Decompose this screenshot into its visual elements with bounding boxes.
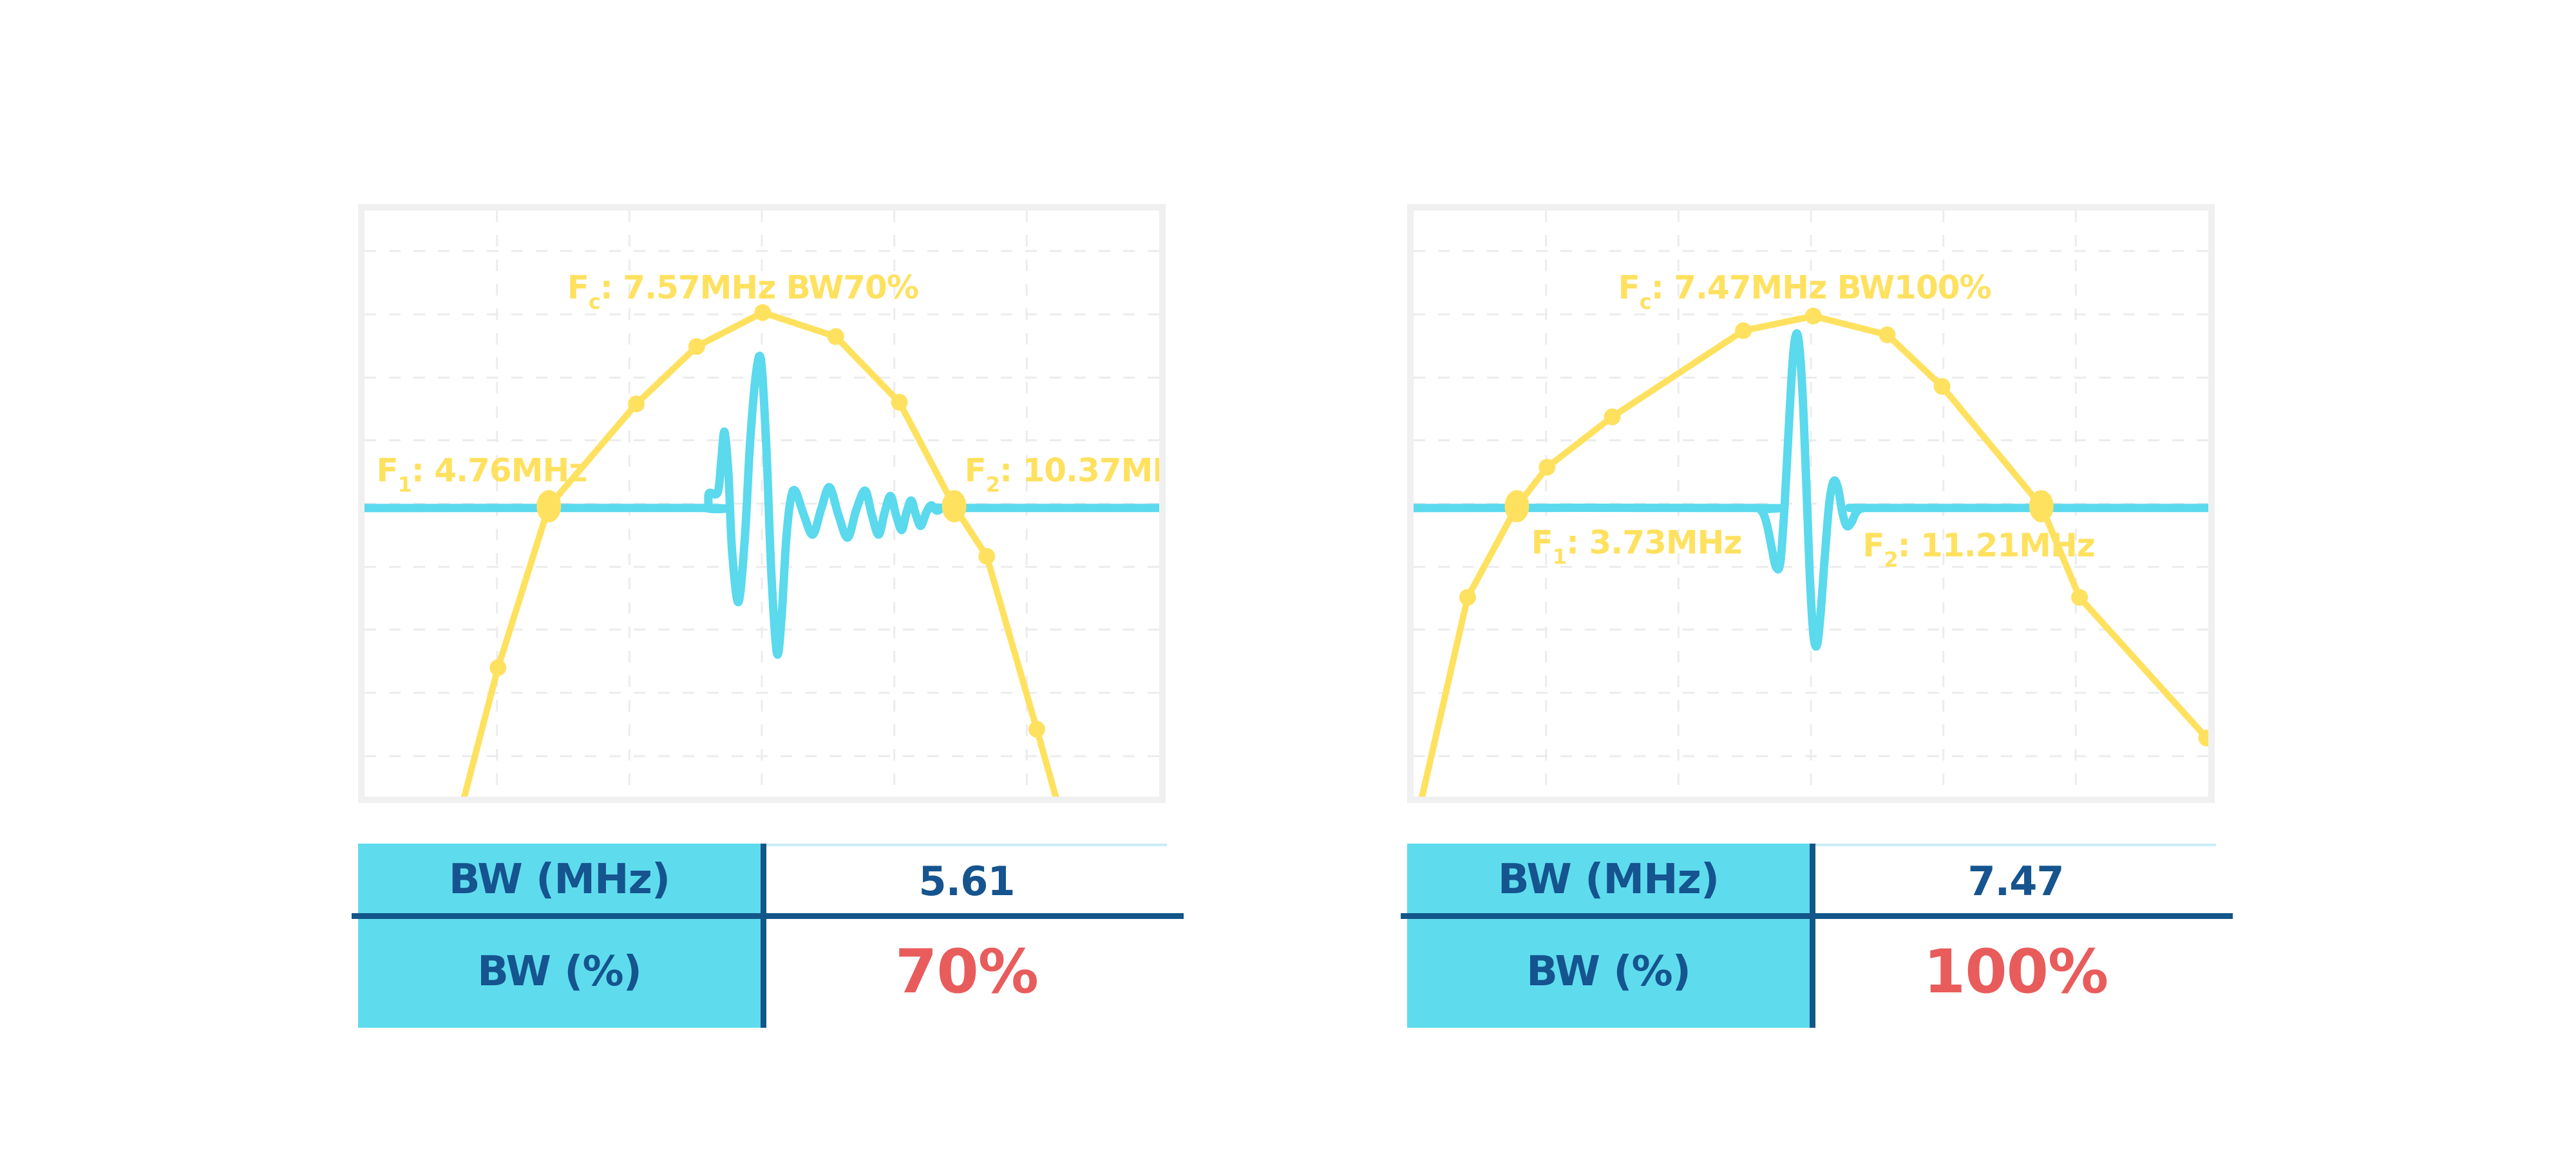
cutoff-frequency-marker [536,490,562,523]
chart-frame-bw100: Fc: 7.47MHz BW100% F1: 3.73MHz F2: 11.21MH… [1407,204,2215,803]
bw-table-100: BW (MHz) 7.47 BW (%) 100% [1401,844,2233,1028]
data-point-marker [978,547,996,565]
cutoff-frequency-marker [1504,490,1530,523]
data-point-marker [827,328,844,345]
data-point-marker [628,395,645,413]
data-point-marker [489,659,507,676]
data-point-marker [688,338,705,355]
cutoff-frequency-marker [942,490,967,523]
bw-mhz-label-cell: BW (MHz) [358,844,766,916]
data-point-marker [1459,589,1476,606]
spectrum-plot-bw100: Fc: 7.47MHz BW100% F1: 3.73MHz F2: 11.21MH… [1414,211,2208,797]
bw-pct-value-cell: 100% [1815,916,2216,1028]
f2-annotation: F2: 11.21MHz [1862,527,2095,572]
spectrum-curve [1419,312,2208,797]
bw-pct-value-cell: 70% [766,916,1167,1028]
bw-table-70: BW (MHz) 5.61 BW (%) 70% [352,844,1184,1028]
bw-pct-value: 100% [1923,936,2108,1007]
data-point-marker [754,304,772,321]
bw-mhz-label: BW (MHz) [1497,856,1719,903]
data-point-marker [1735,322,1752,339]
bw-pct-label: BW (%) [1526,948,1691,996]
bw-mhz-value-cell: 5.61 [766,844,1167,916]
f2-annotation: F2: 10.37MHz [965,451,1159,497]
spectrum-plot-bw70: Fc: 7.57MHz BW70% F1: 4.76MHz F2: 10.37MHz [365,211,1159,797]
data-point-marker [2198,730,2208,746]
gridlines [365,211,1159,797]
f1-annotation: F1: 4.76MHz [377,451,587,497]
data-point-marker [1933,378,1951,395]
bw-mhz-label: BW (MHz) [448,856,670,903]
bw-mhz-value: 5.61 [918,857,1016,905]
pulse-waveform [1414,329,2208,651]
spectrum-curve [460,309,1059,797]
bw-pct-label-cell: BW (%) [358,916,766,1028]
cutoff-frequency-marker [2029,490,2054,523]
table-row-divider [352,913,1184,919]
data-point-marker [1539,459,1556,476]
data-point-marker [2071,589,2088,606]
bw-pct-label-cell: BW (%) [1407,916,1815,1028]
pulse-waveform [365,352,1159,659]
bw-mhz-value-cell: 7.47 [1815,844,2216,916]
fc-annotation: Fc: 7.57MHz BW70% [567,269,918,314]
data-point-marker [1604,408,1621,426]
bw-pct-label: BW (%) [477,948,642,996]
bw-mhz-value: 7.47 [1967,857,2065,905]
data-point-marker [891,393,908,411]
data-point-marker [1028,721,1045,738]
fc-annotation: Fc: 7.47MHz BW100% [1618,269,1991,314]
bw-mhz-label-cell: BW (MHz) [1407,844,1815,916]
table-row-divider [1401,913,2233,919]
f1-annotation: F1: 3.73MHz [1531,524,1742,569]
chart-frame-bw70: Fc: 7.57MHz BW70% F1: 4.76MHz F2: 10.37MHz [358,204,1166,803]
data-point-marker [1804,307,1822,325]
data-point-marker [1879,326,1896,343]
bw-pct-value: 70% [895,936,1039,1007]
